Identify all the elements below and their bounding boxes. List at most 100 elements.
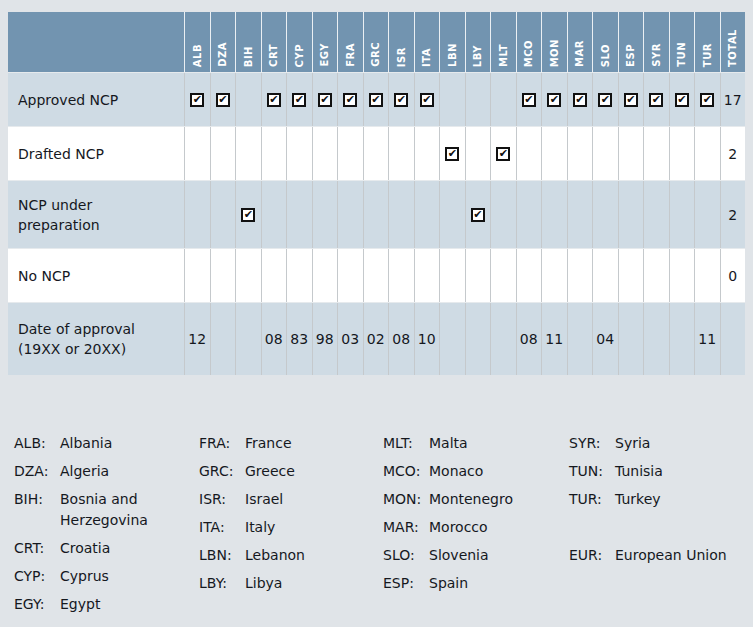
legend-item: MCO:Monaco — [383, 461, 569, 482]
column-header-crt: CRT — [261, 12, 287, 72]
checked-checkbox-icon: ✔ — [420, 93, 434, 107]
legend-item: CYP:Cyprus — [14, 566, 199, 587]
matrix-cell — [210, 181, 236, 248]
legend-item: SYR:Syria — [569, 433, 746, 454]
legend-name: Greece — [245, 461, 383, 482]
matrix-cell: ✔ — [414, 73, 440, 126]
legend-item: TUN:Tunisia — [569, 461, 746, 482]
checked-checkbox-icon: ✔ — [216, 93, 230, 107]
row-label-text: Date of approval (19XX or 20XX) — [18, 319, 148, 359]
column-header-label: ALB — [192, 44, 203, 67]
legend-item: ALB:Albania — [14, 433, 199, 454]
legend-code: LBN: — [199, 545, 245, 566]
matrix-cell: ✔ — [592, 73, 618, 126]
table-header-row: ALBDZABIHCRTCYPEGYFRAGRCISRITALBNLBYMLTM… — [8, 12, 745, 72]
column-header-egy: EGY — [312, 12, 338, 72]
matrix-cell — [414, 127, 440, 180]
checked-checkbox-icon: ✔ — [598, 93, 612, 107]
legend-name: Tunisia — [615, 461, 746, 482]
total-cell: 17 — [720, 73, 746, 126]
matrix-cell: ✔ — [465, 181, 491, 248]
legend-item: TUR:Turkey — [569, 489, 746, 510]
column-header-tun: TUN — [669, 12, 695, 72]
legend-name: Albania — [60, 433, 199, 454]
matrix-cell — [669, 303, 695, 375]
legend-code: LBY: — [199, 573, 245, 594]
legend-name: Israel — [245, 489, 383, 510]
matrix-cell — [235, 127, 261, 180]
matrix-cell — [694, 181, 720, 248]
column-header-syr: SYR — [643, 12, 669, 72]
matrix-cell — [567, 249, 593, 302]
matrix-cell — [235, 73, 261, 126]
matrix-cell — [694, 127, 720, 180]
matrix-cell — [694, 249, 720, 302]
checked-checkbox-icon: ✔ — [675, 93, 689, 107]
legend-name: Morocco — [429, 517, 569, 538]
matrix-cell — [567, 127, 593, 180]
legend-column-1: ALB:AlbaniaDZA:AlgeriaBIH:Bosnia and Her… — [14, 433, 199, 622]
legend-code: ESP: — [383, 573, 429, 594]
legend-name: Libya — [245, 573, 383, 594]
matrix-cell — [184, 181, 210, 248]
column-header-label: CRT — [268, 44, 279, 67]
matrix-cell — [669, 181, 695, 248]
checked-checkbox-icon: ✔ — [573, 93, 587, 107]
column-header-label: LBN — [447, 43, 458, 67]
matrix-cell — [490, 249, 516, 302]
matrix-cell — [465, 303, 491, 375]
legend-name: Malta — [429, 433, 569, 454]
column-header-mar: MAR — [567, 12, 593, 72]
matrix-cell — [312, 181, 338, 248]
matrix-cell — [541, 249, 567, 302]
legend-item: MON:Montenegro — [383, 489, 569, 510]
legend-code: MCO: — [383, 461, 429, 482]
column-header-label: BIH — [243, 46, 254, 67]
legend-code: DZA: — [14, 461, 60, 482]
matrix-cell — [235, 249, 261, 302]
row-label: NCP under preparation — [8, 181, 184, 248]
matrix-cell — [618, 249, 644, 302]
legend-code: SLO: — [383, 545, 429, 566]
matrix-cell — [388, 127, 414, 180]
legend-item: EGY:Egypt — [14, 594, 199, 615]
legend-code: EGY: — [14, 594, 60, 615]
column-header-isr: ISR — [388, 12, 414, 72]
column-header-alb: ALB — [184, 12, 210, 72]
legend-name: Lebanon — [245, 545, 383, 566]
table-row: Drafted NCP✔✔2 — [8, 126, 745, 180]
row-label: Date of approval (19XX or 20XX) — [8, 303, 184, 375]
matrix-cell — [643, 127, 669, 180]
table-corner-cell — [8, 12, 184, 72]
legend-name: Montenegro — [429, 489, 569, 510]
matrix-cell — [363, 249, 389, 302]
legend: ALB:AlbaniaDZA:AlgeriaBIH:Bosnia and Her… — [14, 433, 746, 622]
legend-item: FRA:France — [199, 433, 383, 454]
matrix-cell — [286, 249, 312, 302]
column-header-label: TUR — [702, 43, 713, 67]
row-label: No NCP — [8, 249, 184, 302]
matrix-cell — [567, 181, 593, 248]
legend-code: ALB: — [14, 433, 60, 454]
legend-name: Italy — [245, 517, 383, 538]
legend-name: Turkey — [615, 489, 746, 510]
matrix-cell — [669, 249, 695, 302]
matrix-cell: 08 — [261, 303, 287, 375]
matrix-cell — [439, 181, 465, 248]
column-header-slo: SLO — [592, 12, 618, 72]
matrix-cell — [337, 127, 363, 180]
column-header-fra: FRA — [337, 12, 363, 72]
matrix-cell: ✔ — [388, 73, 414, 126]
row-label: Approved NCP — [8, 73, 184, 126]
matrix-cell: ✔ — [337, 73, 363, 126]
legend-name: Croatia — [60, 538, 199, 559]
legend-code: TUR: — [569, 489, 615, 510]
matrix-cell — [490, 303, 516, 375]
row-label-text: NCP under preparation — [18, 195, 148, 235]
matrix-cell: ✔ — [184, 73, 210, 126]
legend-code: GRC: — [199, 461, 245, 482]
legend-code: SYR: — [569, 433, 615, 454]
matrix-cell — [592, 181, 618, 248]
checked-checkbox-icon: ✔ — [445, 147, 459, 161]
matrix-cell: ✔ — [643, 73, 669, 126]
